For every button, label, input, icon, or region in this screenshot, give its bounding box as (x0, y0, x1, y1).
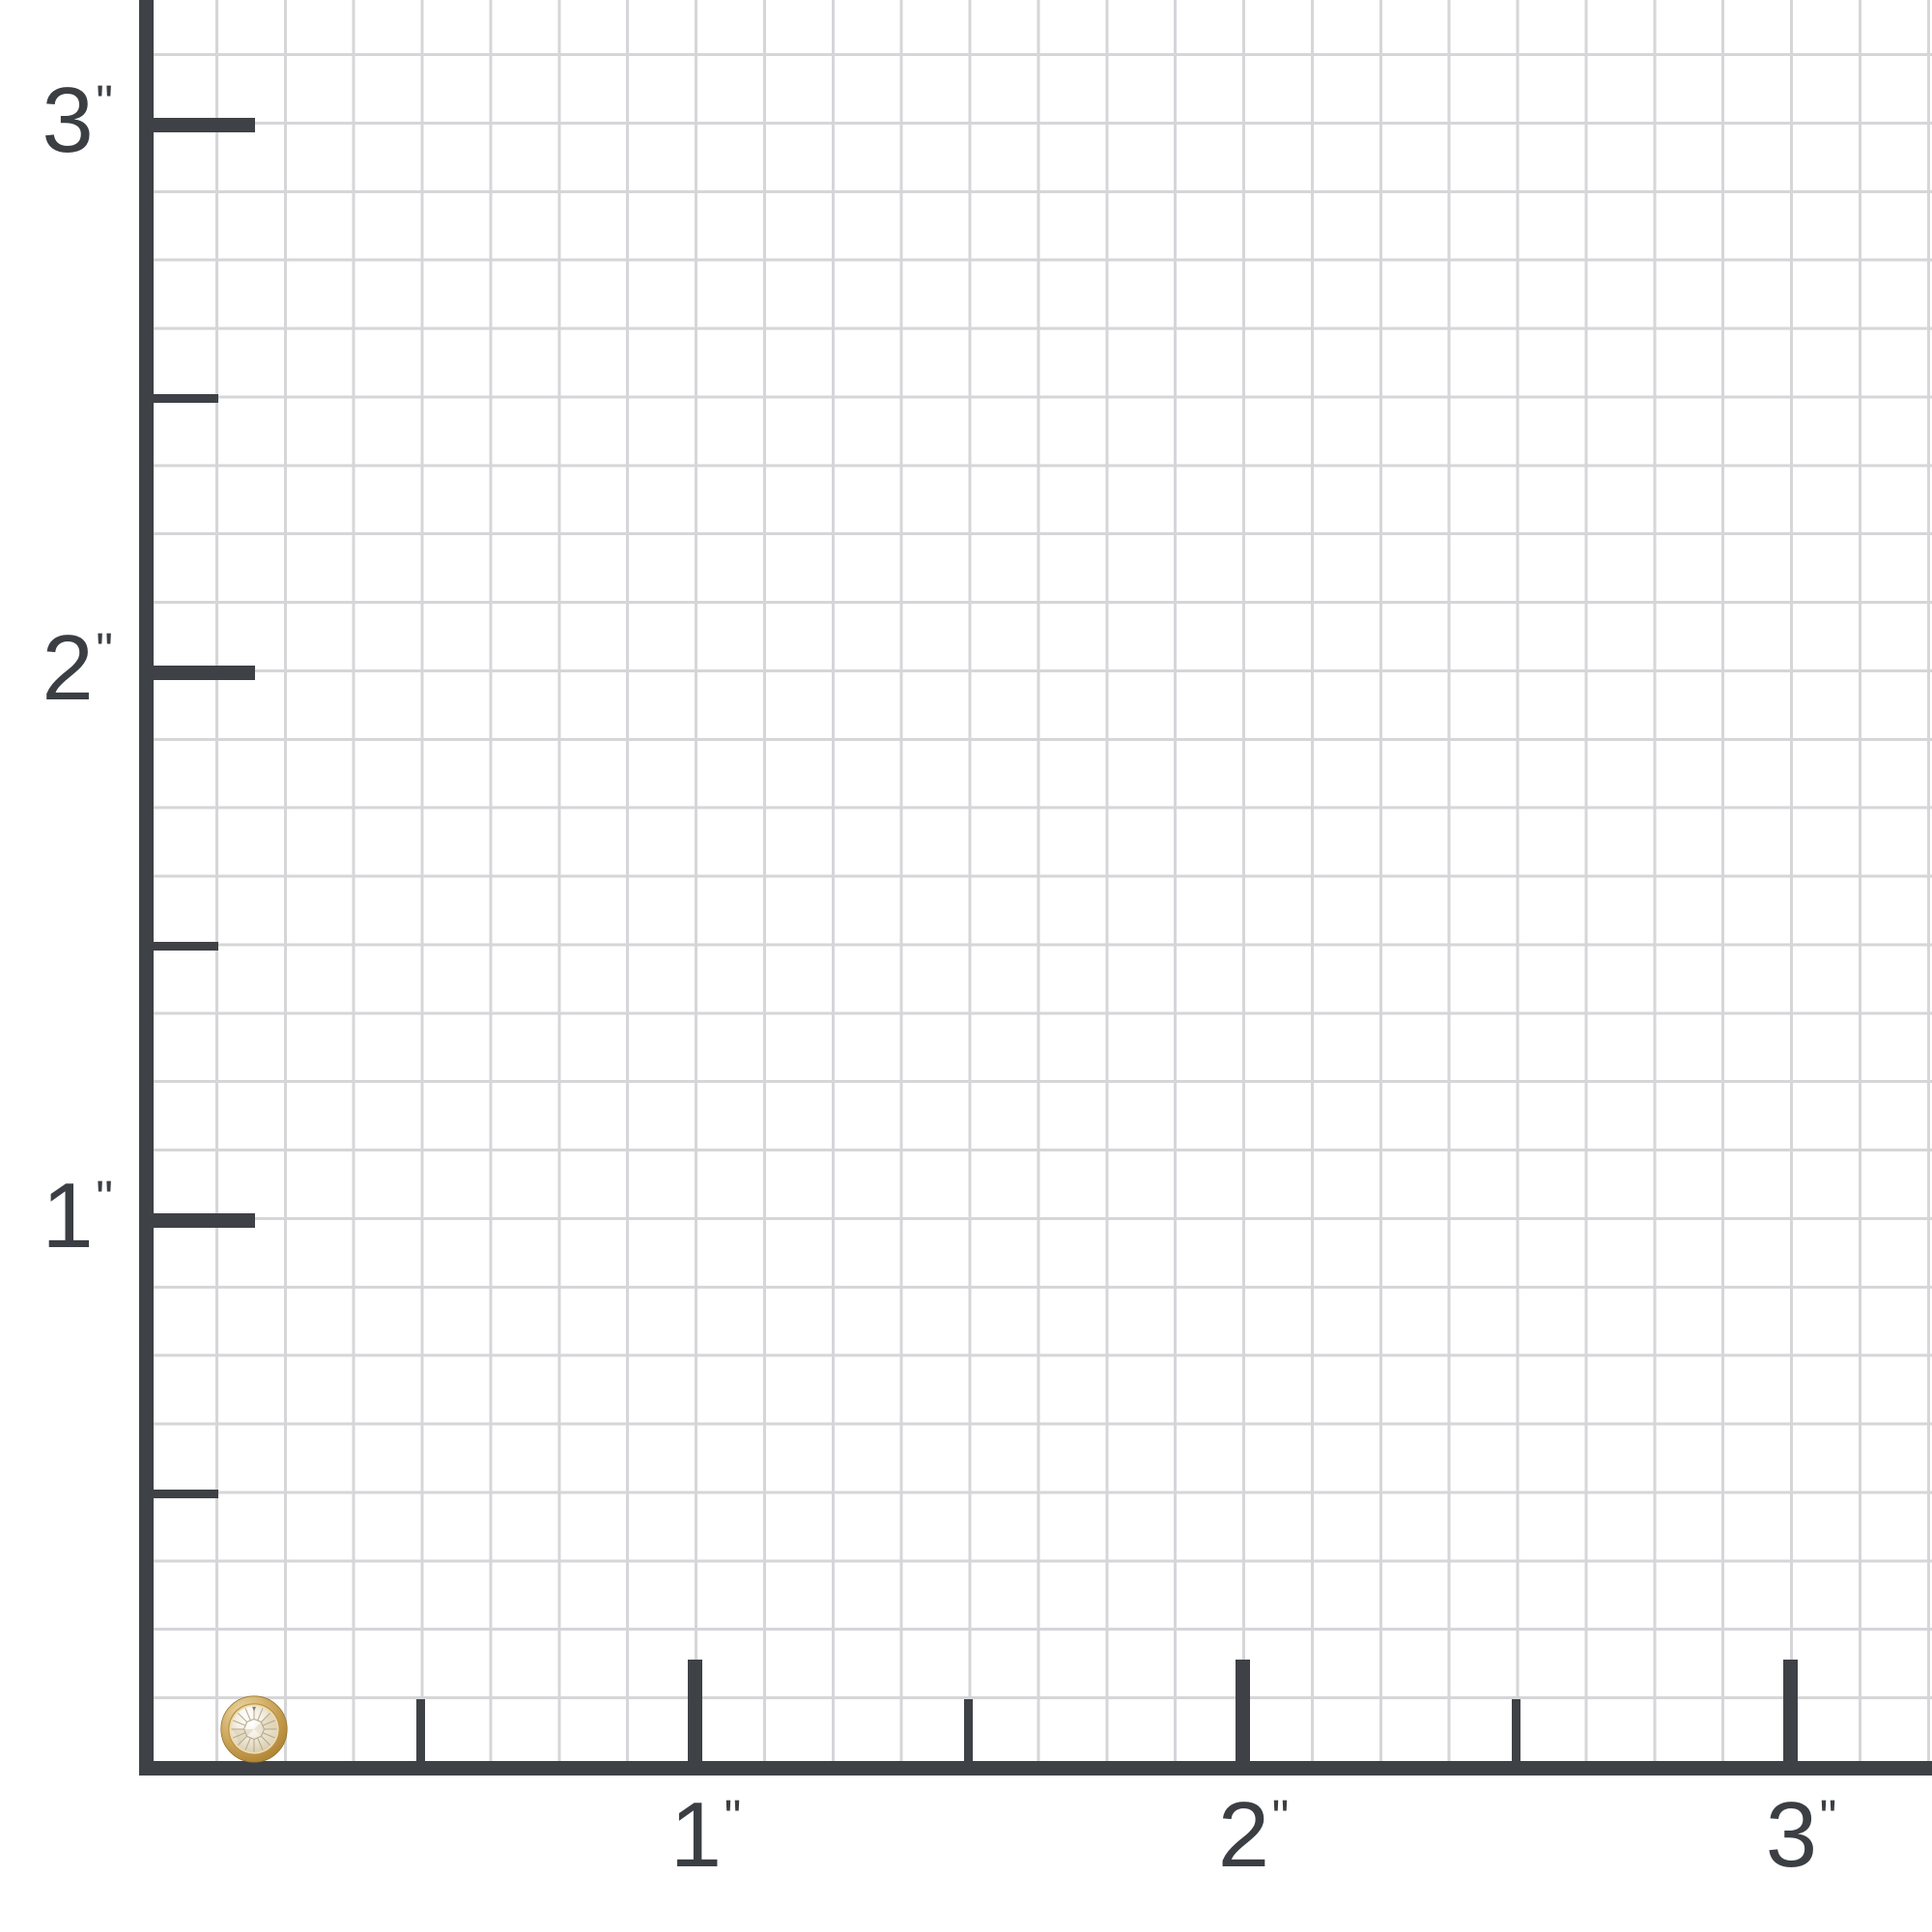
x-major-tick-2in (1235, 1660, 1250, 1762)
y-minor-tick-0.5in (147, 1490, 218, 1498)
inch-mark: " (96, 623, 114, 678)
x-axis-label-2in: 2" (1218, 1789, 1291, 1882)
x-axis-label-3in-number: 3 (1765, 1783, 1818, 1887)
y-axis-label-3in-number: 3 (42, 69, 94, 173)
y-major-tick-1in (147, 1212, 255, 1228)
x-minor-tick-1.5in (964, 1699, 973, 1762)
y-axis-label-3in: 3" (0, 74, 114, 167)
y-axis-label-1in-number: 1 (42, 1164, 94, 1268)
x-axis-label-2in-number: 2 (1217, 1783, 1270, 1887)
y-axis-label-2in: 2" (0, 622, 114, 715)
measurement-grid (147, 0, 1932, 1768)
y-axis-line (139, 0, 154, 1776)
x-axis-label-1in-number: 1 (669, 1783, 723, 1887)
x-major-tick-1in (687, 1660, 702, 1762)
y-minor-tick-1.5in (147, 942, 218, 951)
x-axis-label-1in: 1" (670, 1789, 743, 1882)
diamond-facet-shading (231, 1706, 277, 1746)
y-axis-label-2in-number: 2 (42, 616, 94, 721)
x-axis-label-3in: 3" (1766, 1789, 1838, 1882)
inch-mark: " (96, 75, 114, 130)
y-axis-label-1in: 1" (0, 1170, 114, 1263)
y-major-tick-3in (147, 117, 255, 132)
x-minor-tick-0.5in (416, 1699, 425, 1762)
diamond-facet-lines (231, 1706, 277, 1752)
inch-mark: " (96, 1171, 114, 1226)
diamond-stud-image (220, 1695, 288, 1763)
y-major-tick-2in (147, 665, 255, 680)
inch-mark: " (1819, 1790, 1838, 1845)
x-axis-line (139, 1761, 1932, 1776)
inch-mark: " (724, 1790, 743, 1845)
x-major-tick-3in (1782, 1660, 1798, 1762)
diamond-dark-notch (252, 1707, 256, 1712)
y-minor-tick-2.5in (147, 394, 218, 403)
x-minor-tick-2.5in (1512, 1699, 1520, 1762)
inch-mark: " (1271, 1790, 1291, 1845)
